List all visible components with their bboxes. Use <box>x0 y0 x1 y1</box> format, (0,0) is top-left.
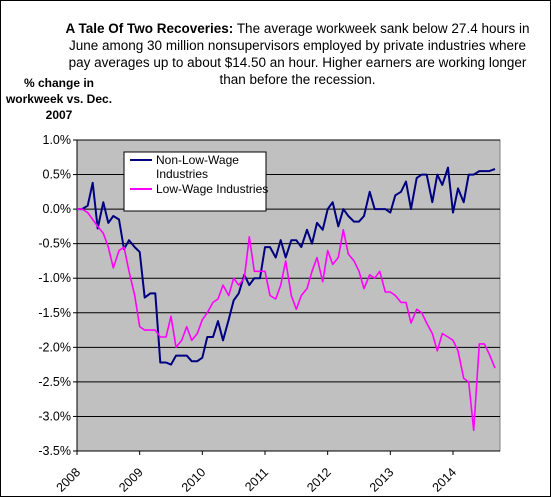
y-tick-label: 0.0% <box>43 202 72 216</box>
x-tick-label: 2012 <box>304 465 334 495</box>
y-tick-label: -3.0% <box>38 409 71 423</box>
y-tick-label: 0.5% <box>43 168 72 182</box>
y-tick-label: -1.5% <box>38 306 71 320</box>
series-lines <box>77 166 496 432</box>
y-tick-label: -2.0% <box>38 340 71 354</box>
legend-box <box>123 151 267 212</box>
y-tick-label: 1.0% <box>43 133 72 147</box>
x-tick-label: 2009 <box>116 465 146 495</box>
x-tick-label: 2013 <box>367 465 397 495</box>
x-tick-label: 2010 <box>179 465 209 495</box>
x-tick-label: 2008 <box>54 465 84 495</box>
y-tick-label: -1.0% <box>38 271 71 285</box>
x-axis-ticks: 2008 2009 2010 2011 2012 2013 2014 <box>54 450 500 495</box>
series-line-low-wage <box>77 208 496 432</box>
y-axis-label: % change in workweek vs. Dec. 2007 <box>5 76 113 122</box>
y-tick-label: -3.5% <box>38 444 71 458</box>
chart-title: A Tale Of Two Recoveries: The average wo… <box>60 20 535 88</box>
chart-subtitle: The average workweek sank below 27.4 hou… <box>68 21 530 87</box>
series-line-non-low-wage <box>77 166 496 366</box>
x-tick-label: 2014 <box>430 465 460 495</box>
legend-label-low-wage: Low-Wage Industries <box>156 182 268 196</box>
y-tick-label: -0.5% <box>38 237 71 251</box>
y-tick-label: -2.5% <box>38 375 71 389</box>
y-axis-ticks: 1.0% 0.5% 0.0% -0.5% -1.0% -1.5% -2.0% -2.5% -3.… <box>38 133 78 458</box>
legend-label-non-low-wage: Non-Low-Wage Industries <box>156 153 239 181</box>
x-tick-label: 2011 <box>242 465 271 494</box>
chart-title-bold: A Tale Of Two Recoveries: <box>65 21 234 36</box>
